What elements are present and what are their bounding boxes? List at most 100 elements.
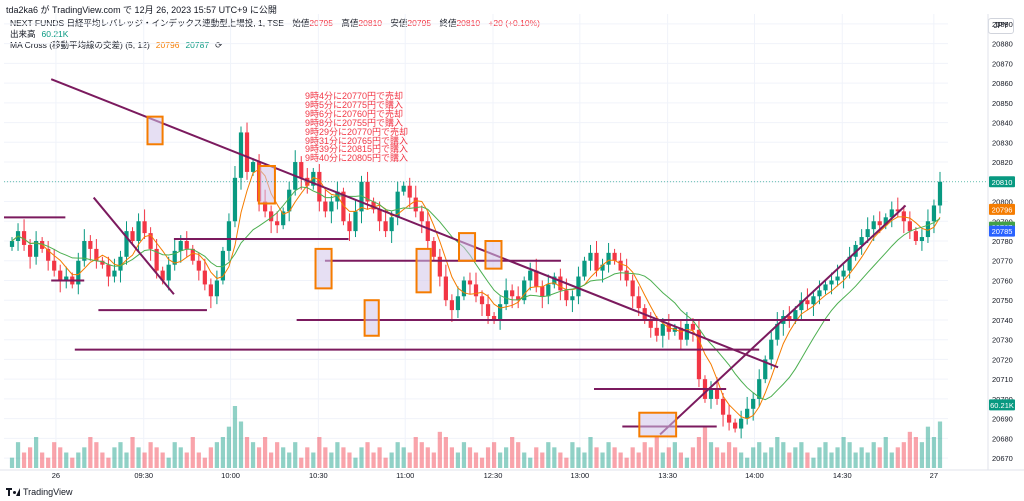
volume-bar [142, 452, 147, 468]
volume-bar [895, 447, 900, 468]
tradingview-logo[interactable]: TradingView [6, 487, 73, 497]
candle-body [449, 300, 455, 311]
candle-body [805, 300, 810, 305]
volume-bar [708, 442, 714, 468]
candle-body [775, 323, 780, 340]
candle-body [64, 276, 69, 281]
legend-ma-row: MA Cross (移動平均線の交差) (5, 12) 20796 20787 ⟳ [10, 40, 540, 51]
candle-body [600, 264, 605, 271]
candle-body [907, 221, 912, 232]
candle-body [871, 221, 876, 230]
annotation-line: 9時29分に20770円で売却 [305, 126, 409, 137]
candle-body [226, 221, 232, 251]
volume-bar [901, 442, 906, 468]
volume-bar [564, 457, 569, 468]
candle-body [570, 296, 575, 301]
volume-bar [829, 452, 834, 468]
volume-bar [877, 447, 882, 468]
volume-bar [913, 437, 918, 468]
candle-body [269, 211, 274, 222]
candle-body [377, 209, 382, 222]
volume-label[interactable]: 出来高 [10, 29, 36, 39]
trend-line [92, 196, 175, 295]
trade-box [458, 232, 477, 262]
volume-bar [841, 437, 846, 468]
volume-bar [600, 452, 605, 468]
candle-body [160, 270, 165, 281]
candle-body [323, 201, 328, 212]
volume-bar [287, 452, 292, 468]
volume-bar [485, 447, 491, 468]
volume-bar [654, 437, 659, 468]
y-tick-label: 20760 [992, 276, 1013, 285]
volume-bar [696, 437, 702, 468]
candle-body [82, 241, 87, 261]
volume-bar [594, 447, 599, 468]
volume-bar [311, 452, 316, 468]
candle-body [479, 296, 485, 305]
volume-bar [202, 457, 207, 468]
volume-bar [281, 447, 286, 468]
ma-label[interactable]: MA Cross (移動平均線の交差) (5, 12) [10, 40, 150, 50]
volume-bar [763, 452, 768, 468]
candle-body [383, 221, 388, 232]
volume-bar [214, 442, 219, 468]
volume-bar [793, 447, 798, 468]
x-tick-label: 10:00 [221, 471, 240, 480]
symbol-name[interactable]: NEXT FUNDS 日経平均レバレッジ・インデックス連動型上場投, 1, TS… [10, 18, 284, 28]
y-tick-label: 20690 [992, 415, 1013, 424]
volume-bar [190, 437, 195, 468]
candle-body [612, 252, 617, 261]
candle-body [317, 171, 322, 202]
volume-bar [805, 452, 810, 468]
volume-bar [46, 457, 51, 468]
candle-body [275, 221, 280, 226]
annotation-line: 9時31分に20765円で購入 [305, 135, 409, 146]
x-tick-label: 14:30 [833, 471, 852, 480]
x-tick-label: 09:30 [134, 471, 153, 480]
candle-body [395, 191, 400, 218]
y-tick-label: 20730 [992, 336, 1013, 345]
volume-bar [64, 452, 69, 468]
candle-body [184, 241, 189, 249]
volume-bar [570, 442, 575, 468]
y-tick-label: 20820 [992, 158, 1013, 167]
candle-body [461, 280, 467, 297]
chart-legend: NEXT FUNDS 日経平均レバレッジ・インデックス連動型上場投, 1, TS… [10, 18, 540, 51]
candle-body [437, 256, 442, 277]
trade-box [257, 164, 276, 205]
close-label: 終値 [439, 18, 457, 28]
volume-bar [431, 452, 436, 468]
volume-bar [82, 447, 87, 468]
candle-body [148, 233, 153, 249]
volume-bar [317, 437, 322, 468]
price-tag-bg [989, 225, 1015, 237]
candle-body [413, 197, 418, 212]
candle-body [118, 256, 123, 271]
y-tick-label: 20800 [992, 198, 1013, 207]
x-tick-label: 12:30 [484, 471, 503, 480]
volume-bar [269, 452, 274, 468]
high-label: 高値 [341, 18, 359, 28]
candle-body [546, 284, 551, 297]
volume-bar [377, 447, 382, 468]
candle-body [166, 264, 171, 281]
candle-body [491, 316, 497, 320]
candle-body [311, 171, 316, 186]
candle-body [335, 191, 340, 202]
candle-body [407, 185, 412, 198]
candle-body [27, 244, 33, 257]
volume-bar [576, 447, 581, 468]
y-tick-label: 20770 [992, 257, 1013, 266]
y-tick-label: 20750 [992, 296, 1013, 305]
volume-bar [178, 447, 183, 468]
volume-bar [353, 457, 358, 468]
volume-bar [937, 421, 943, 468]
volume-bar [516, 442, 521, 468]
candle-body [847, 256, 852, 271]
candle-body [823, 284, 828, 291]
volume-bar [528, 457, 533, 468]
candle-body [763, 359, 768, 380]
change-value: +20 (+0.10%) [488, 18, 540, 28]
